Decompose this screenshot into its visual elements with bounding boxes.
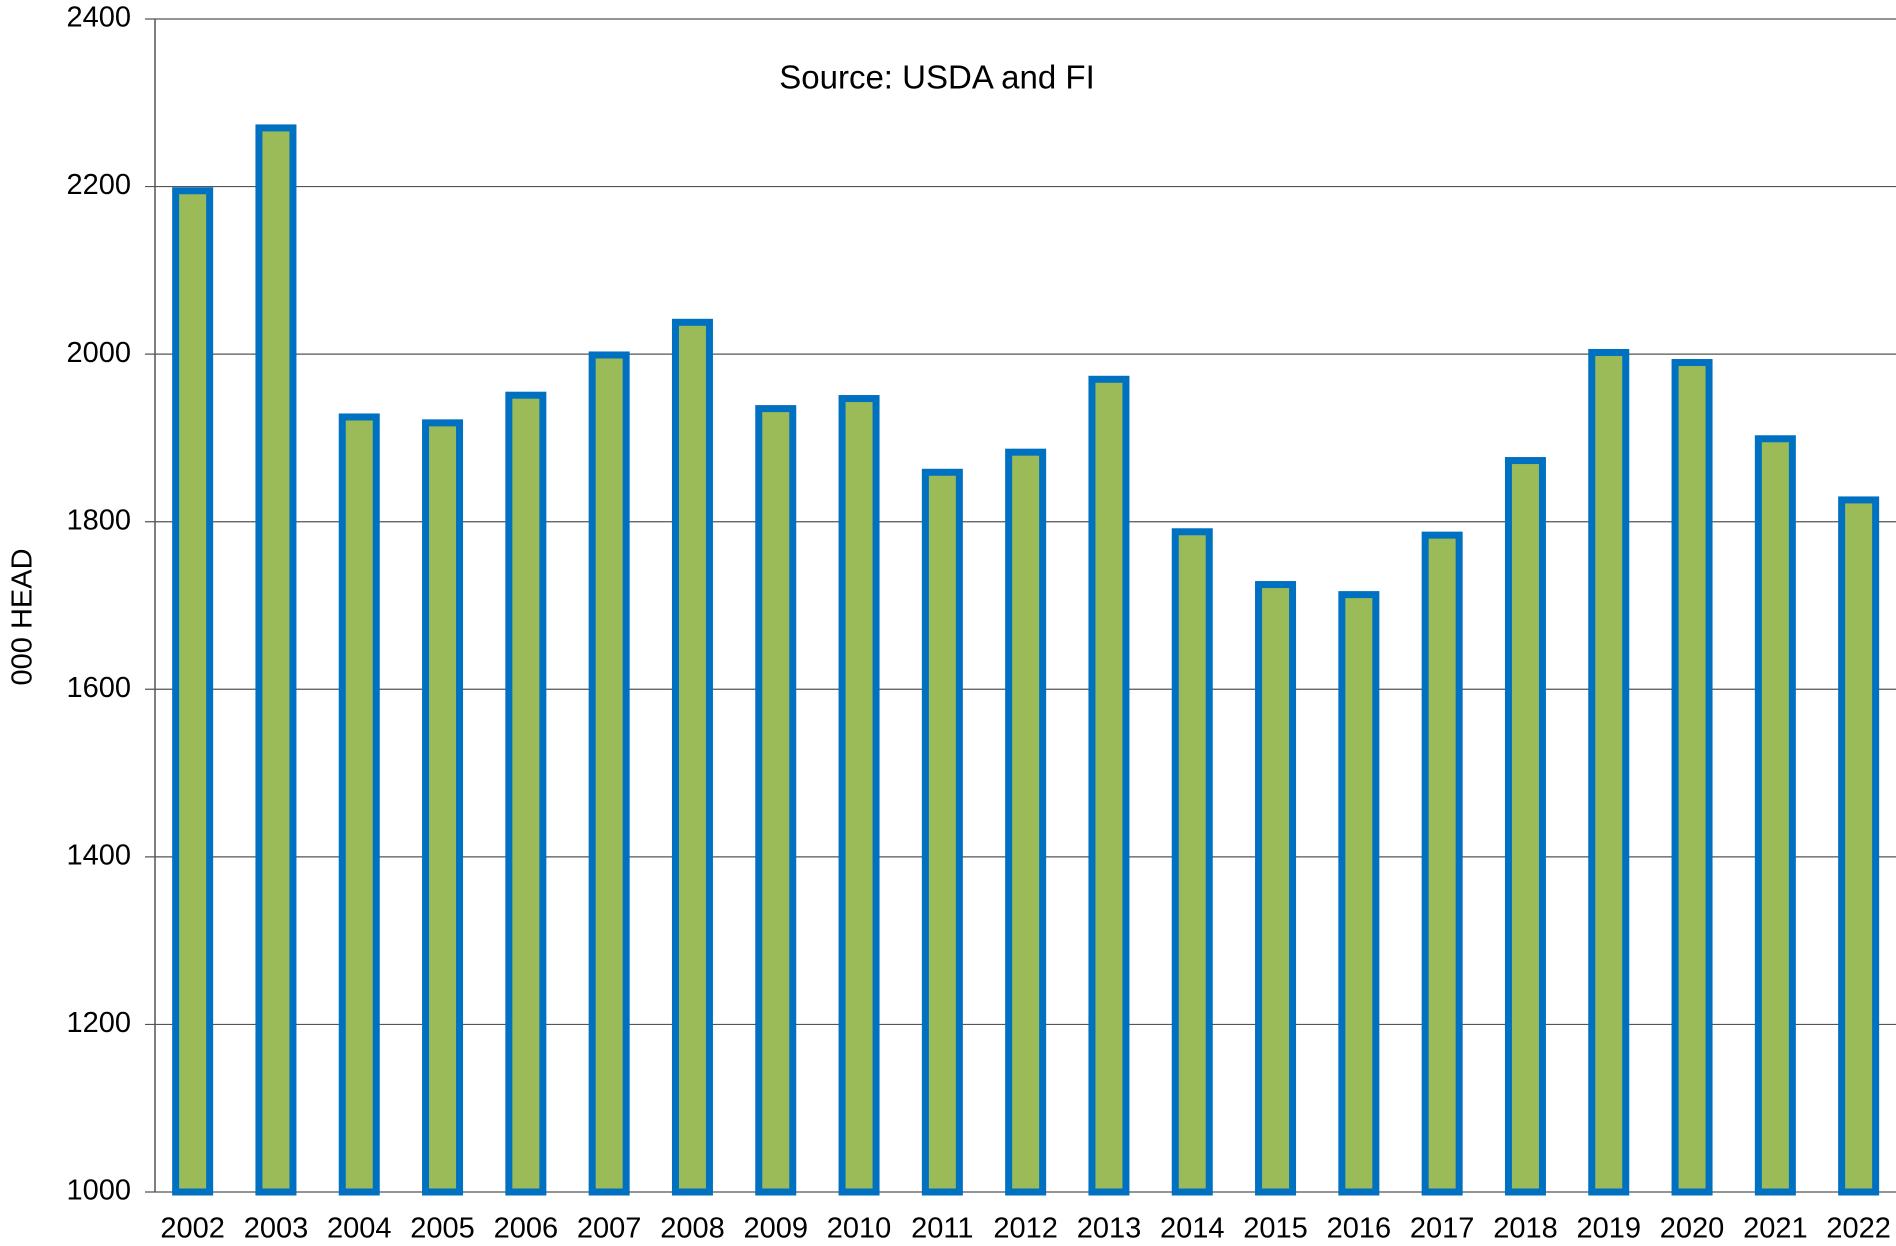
x-tick-label: 2015 [1243, 1213, 1308, 1245]
x-tick-label: 2017 [1410, 1213, 1475, 1245]
x-tick-label: 2013 [1077, 1213, 1142, 1245]
bar [1421, 531, 1463, 1196]
annotation: Source: USDA and FI [779, 59, 1094, 96]
x-tick-label: 2016 [1327, 1213, 1392, 1245]
y-axis-label: 000 HEAD [7, 548, 39, 685]
x-tick-label: 2020 [1660, 1213, 1725, 1245]
y-tick-label: 2000 [66, 337, 131, 369]
bar [1838, 496, 1880, 1196]
y-tick-label: 2400 [66, 2, 131, 34]
y-tick-label: 1600 [66, 672, 131, 704]
y-tick-label: 1200 [66, 1007, 131, 1039]
bar [1504, 457, 1546, 1196]
x-tick-label: 2010 [827, 1213, 892, 1245]
x-tick-label: 2009 [743, 1213, 808, 1245]
bar [1754, 435, 1796, 1196]
x-tick-label: 2008 [660, 1213, 725, 1245]
bar [755, 405, 797, 1196]
y-tick-label: 2200 [66, 169, 131, 201]
x-tick-label: 2014 [1160, 1213, 1225, 1245]
x-tick-label: 2018 [1493, 1213, 1558, 1245]
bar [671, 318, 713, 1196]
x-tick-label: 2012 [993, 1213, 1058, 1245]
bar [838, 395, 880, 1196]
x-tick-label: 2003 [244, 1213, 309, 1245]
bar [1088, 375, 1130, 1196]
y-tick-label: 1800 [66, 504, 131, 536]
bar [1171, 528, 1213, 1196]
bar [172, 187, 214, 1196]
bar [1671, 359, 1713, 1196]
bar [921, 468, 963, 1196]
bar [1588, 348, 1630, 1196]
bar [422, 419, 464, 1196]
y-tick-label: 1400 [66, 840, 131, 872]
bar [1005, 448, 1047, 1196]
x-tick-label: 2022 [1826, 1213, 1891, 1245]
bar [588, 351, 630, 1196]
bar [1338, 591, 1380, 1196]
x-tick-label: 2004 [327, 1213, 392, 1245]
bar [338, 413, 380, 1196]
bar [255, 124, 297, 1196]
x-tick-label: 2021 [1743, 1213, 1808, 1245]
x-tick-label: 2006 [494, 1213, 559, 1245]
x-tick-label: 2002 [160, 1213, 225, 1245]
x-tick-label: 2007 [577, 1213, 642, 1245]
bar [1255, 581, 1297, 1196]
x-tick-label: 2011 [911, 1213, 973, 1245]
bar [505, 391, 547, 1196]
x-tick-label: 2019 [1576, 1213, 1641, 1245]
y-tick-label: 1000 [66, 1175, 131, 1207]
x-tick-label: 2005 [410, 1213, 475, 1245]
